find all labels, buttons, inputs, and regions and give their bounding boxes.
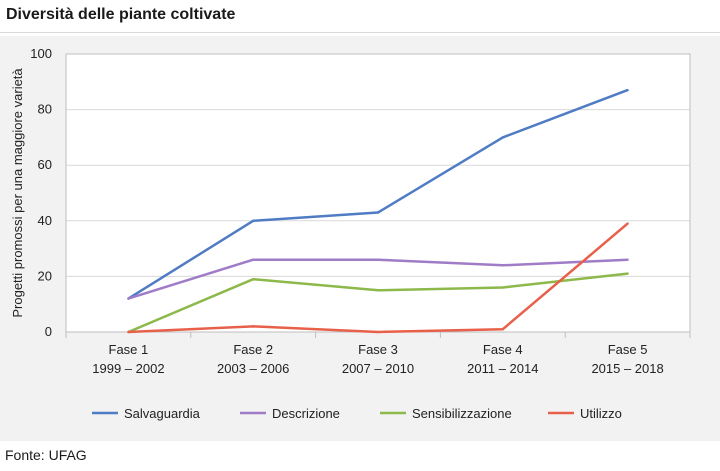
- data-point: [376, 211, 380, 214]
- x-tick-sublabel: 2011 – 2014: [467, 361, 538, 376]
- data-point: [127, 297, 130, 300]
- x-tick-sublabel: 2007 – 2010: [342, 361, 414, 376]
- legend-label: Utilizzo: [580, 406, 622, 421]
- data-point: [626, 258, 629, 261]
- y-tick-label: 20: [38, 268, 52, 283]
- x-tick-label: Fase 2: [233, 342, 273, 357]
- y-tick-label: 40: [38, 213, 52, 228]
- y-tick-label: 100: [30, 46, 52, 61]
- y-tick-label: 80: [38, 102, 52, 117]
- x-tick-sublabel: 2015 – 2018: [591, 361, 663, 376]
- x-tick-label: Fase 3: [358, 342, 398, 357]
- source-note: Fonte: UFAG: [5, 447, 87, 463]
- data-point: [501, 264, 504, 267]
- data-point: [376, 258, 380, 261]
- legend-label: Descrizione: [272, 406, 340, 421]
- x-tick-sublabel: 1999 – 2002: [92, 361, 164, 376]
- title-divider: [0, 32, 720, 33]
- data-point: [626, 88, 629, 92]
- y-tick-label: 0: [45, 324, 52, 339]
- y-tick-label: 60: [38, 157, 52, 172]
- data-point: [626, 222, 629, 225]
- x-tick-label: Fase 1: [109, 342, 149, 357]
- data-point: [501, 286, 504, 289]
- x-tick-label: Fase 5: [608, 342, 648, 357]
- page-title: Diversità delle piante coltivate: [6, 6, 236, 23]
- data-point: [252, 325, 255, 328]
- x-tick-label: Fase 4: [483, 342, 523, 357]
- data-point: [127, 330, 130, 334]
- data-point: [626, 272, 629, 275]
- y-axis-label: Progetti promossi per una maggiore varie…: [10, 68, 25, 318]
- data-point: [376, 330, 380, 334]
- legend-label: Sensibilizzazione: [412, 406, 512, 421]
- data-point: [252, 277, 255, 281]
- data-point: [252, 219, 255, 222]
- data-point: [252, 258, 255, 261]
- x-tick-sublabel: 2003 – 2006: [217, 361, 289, 376]
- data-point: [501, 136, 504, 139]
- data-point: [376, 289, 380, 292]
- legend-label: Salvaguardia: [124, 406, 201, 421]
- data-point: [501, 328, 504, 331]
